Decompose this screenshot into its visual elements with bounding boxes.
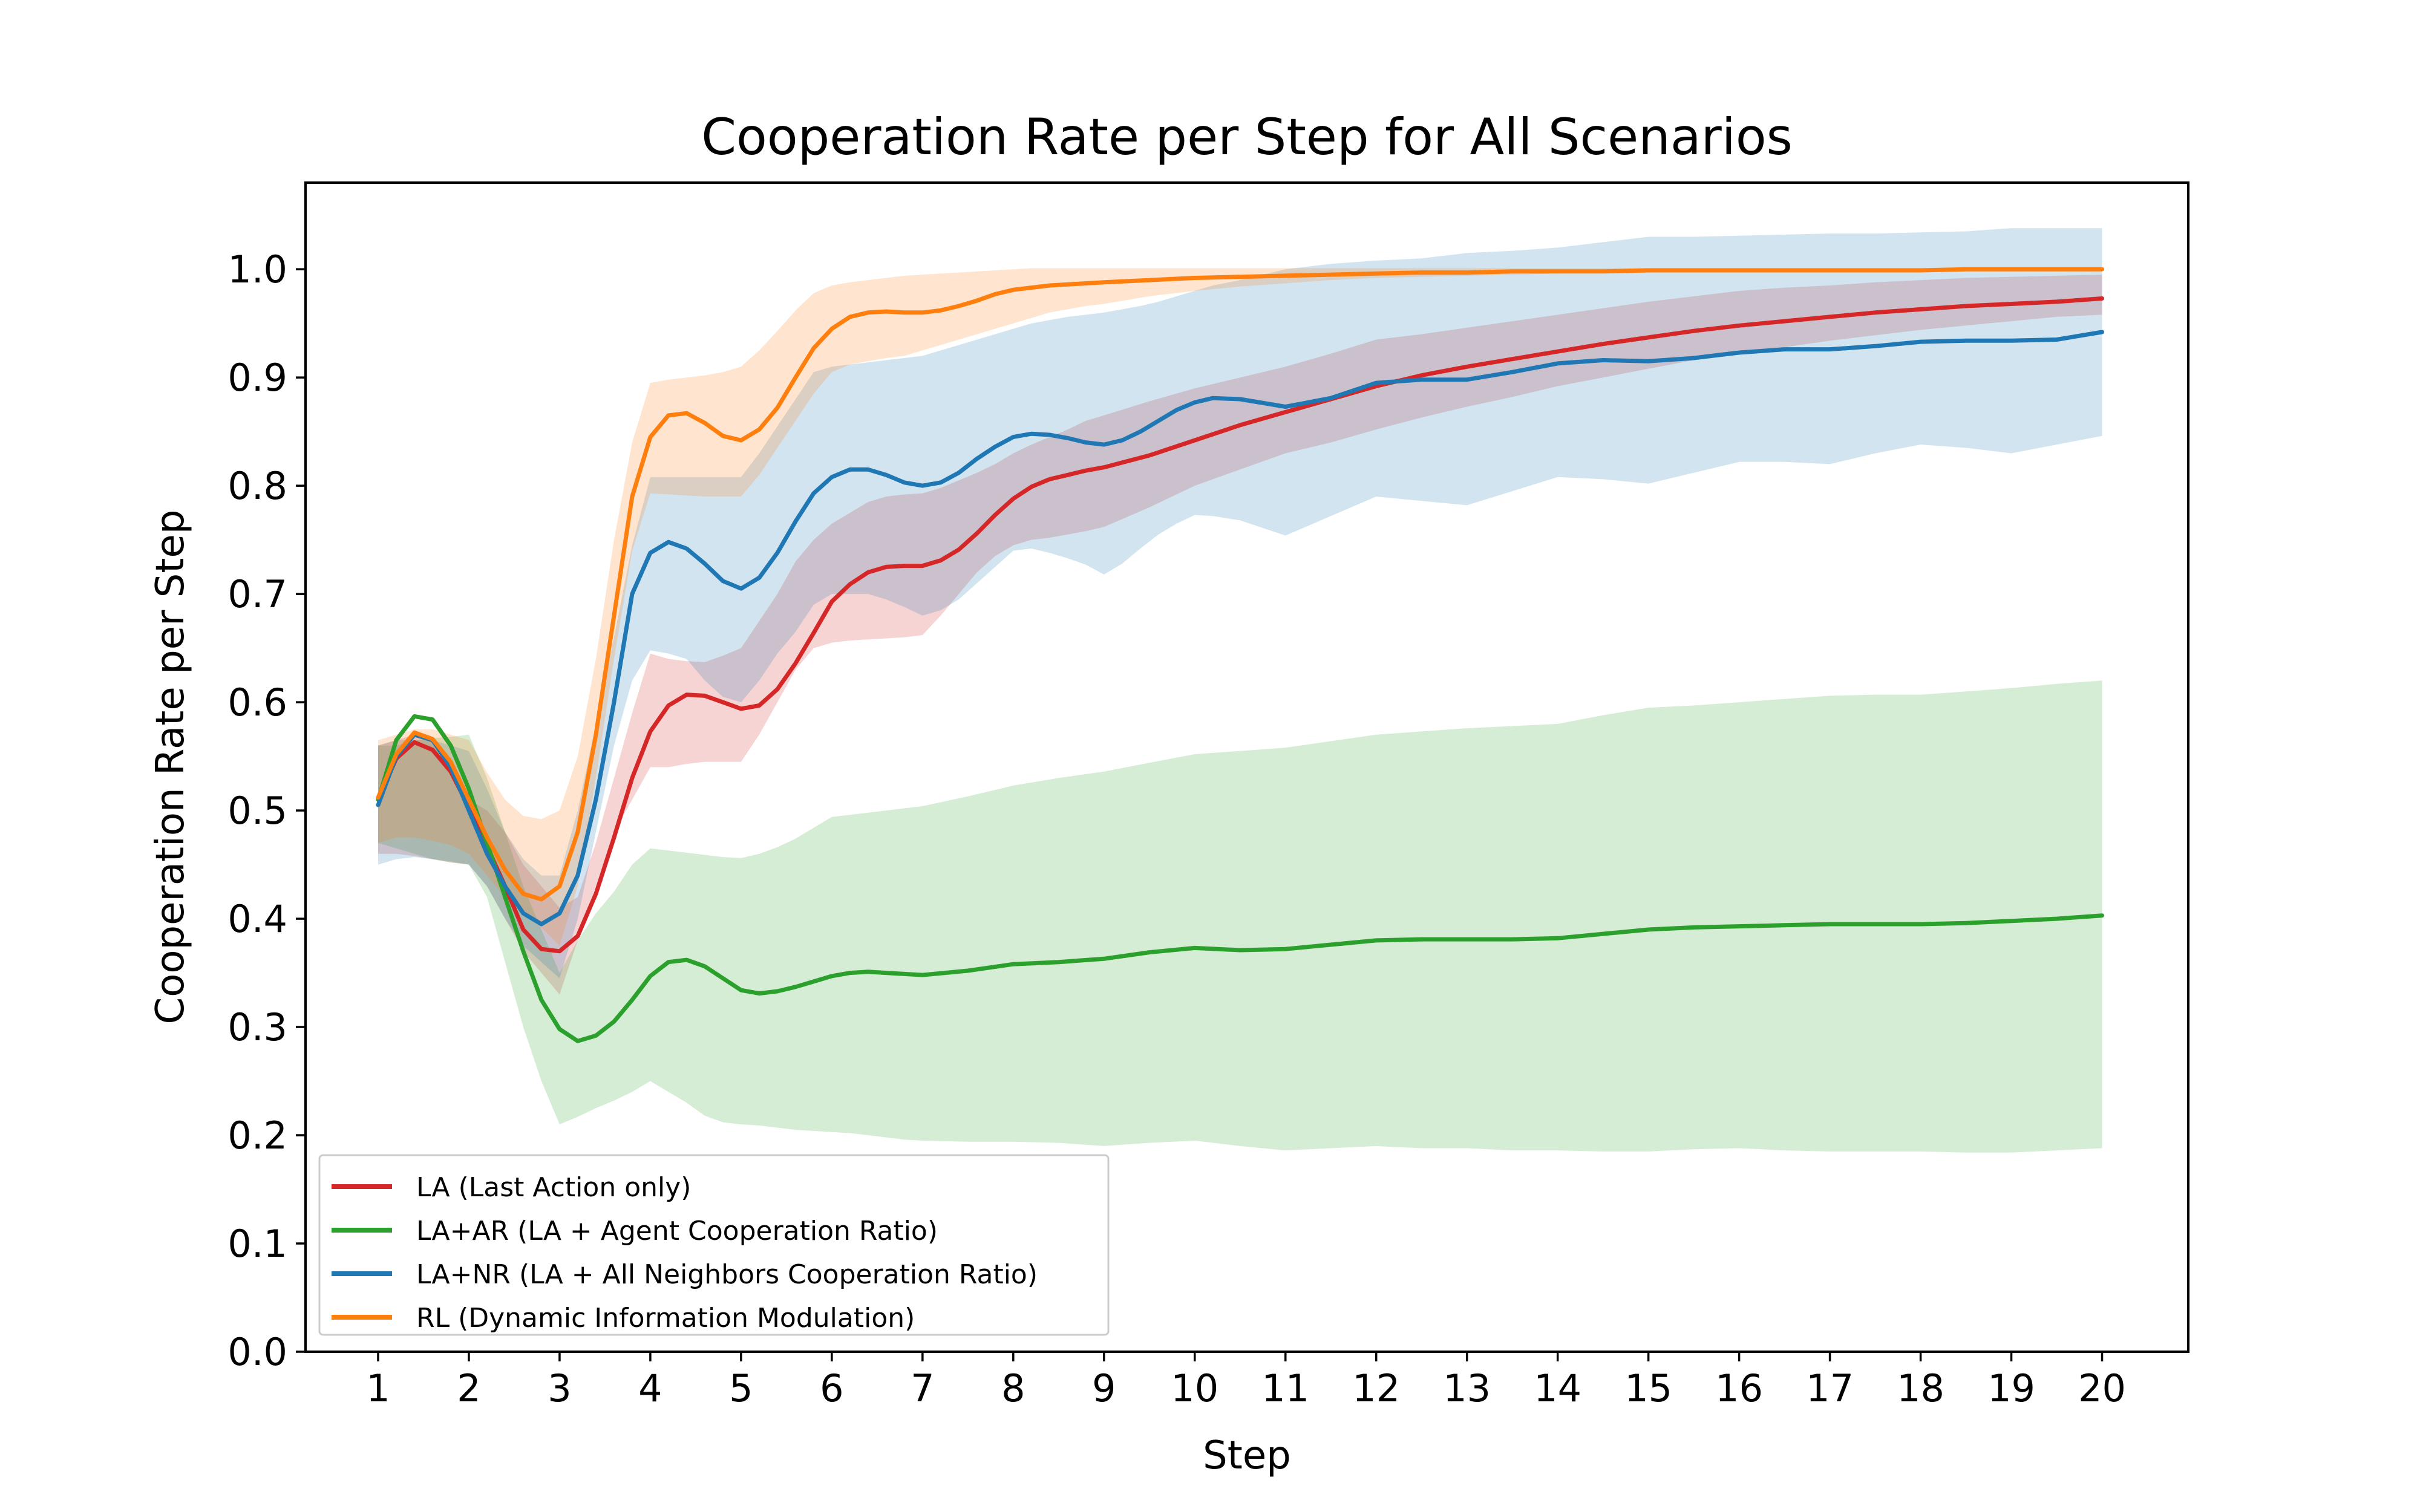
x-axis: 1 2 3 4 5 6 7 8 9 10 11 12 13 14 15 16 17 18 19 20 [366,1352,2126,1410]
x-tick-label: 5 [729,1366,753,1410]
legend-frame [318,1154,1110,1336]
x-tick-label: 4 [638,1366,662,1410]
y-tick-label: 0.4 [227,897,287,941]
y-tick-label: 1.0 [227,247,287,292]
x-tick-label: 3 [548,1366,571,1410]
band-series-4 [378,268,2102,946]
x-tick-label: 16 [1715,1366,1763,1410]
x-tick-label: 2 [457,1366,480,1410]
x-tick-label: 20 [2078,1366,2126,1410]
band-series-2 [378,680,2102,1153]
y-axis-label: Cooperation Rate per Step [148,510,193,1025]
legend-label: LA+NR (LA + All Neighbors Cooperation Ra… [416,1259,1038,1290]
y-tick-label: 0.5 [227,789,287,833]
x-tick-label: 8 [1001,1366,1025,1410]
x-tick-label: 1 [366,1366,390,1410]
legend-label: RL (Dynamic Information Modulation) [416,1303,915,1334]
legend: LA (Last Action only) LA+AR (LA + Agent C… [318,1154,1110,1336]
legend-label: LA (Last Action only) [416,1172,691,1203]
y-tick-label: 0.6 [227,680,287,725]
band-series-3 [378,228,2102,979]
x-tick-label: 17 [1806,1366,1854,1410]
chart-title: Cooperation Rate per Step for All Scenar… [701,108,1793,166]
line-series-2 [376,714,2104,1043]
y-tick-label: 0.2 [227,1113,287,1158]
confidence-bands [378,228,2102,1153]
y-tick-label: 0.9 [227,356,287,400]
x-tick-label: 9 [1092,1366,1116,1410]
line-series-4 [376,267,2104,902]
y-tick-label: 0.1 [227,1222,287,1266]
series-lines [376,267,2104,1043]
y-tick-label: 0.0 [227,1330,287,1374]
x-tick-label: 6 [820,1366,843,1410]
x-tick-label: 11 [1261,1366,1309,1410]
y-tick-label: 0.8 [227,464,287,508]
y-axis: 0.0 0.1 0.2 0.3 0.4 0.5 0.6 0.7 0.8 0.9 1.0 [227,247,306,1374]
band-series-1 [378,275,2102,995]
line-series-3 [376,330,2104,927]
x-tick-label: 18 [1897,1366,1944,1410]
y-tick-label: 0.3 [227,1005,287,1049]
legend-label: LA+AR (LA + Agent Cooperation Ratio) [416,1216,938,1246]
x-axis-label: Step [1203,1433,1291,1478]
x-tick-label: 13 [1443,1366,1491,1410]
plot-frame [304,181,2189,1353]
x-tick-label: 10 [1171,1366,1218,1410]
y-tick-label: 0.7 [227,572,287,616]
x-tick-label: 19 [1987,1366,2035,1410]
x-tick-label: 7 [911,1366,934,1410]
x-tick-label: 14 [1534,1366,1581,1410]
x-tick-label: 12 [1352,1366,1400,1410]
line-series-1 [376,296,2104,954]
x-tick-label: 15 [1624,1366,1672,1410]
